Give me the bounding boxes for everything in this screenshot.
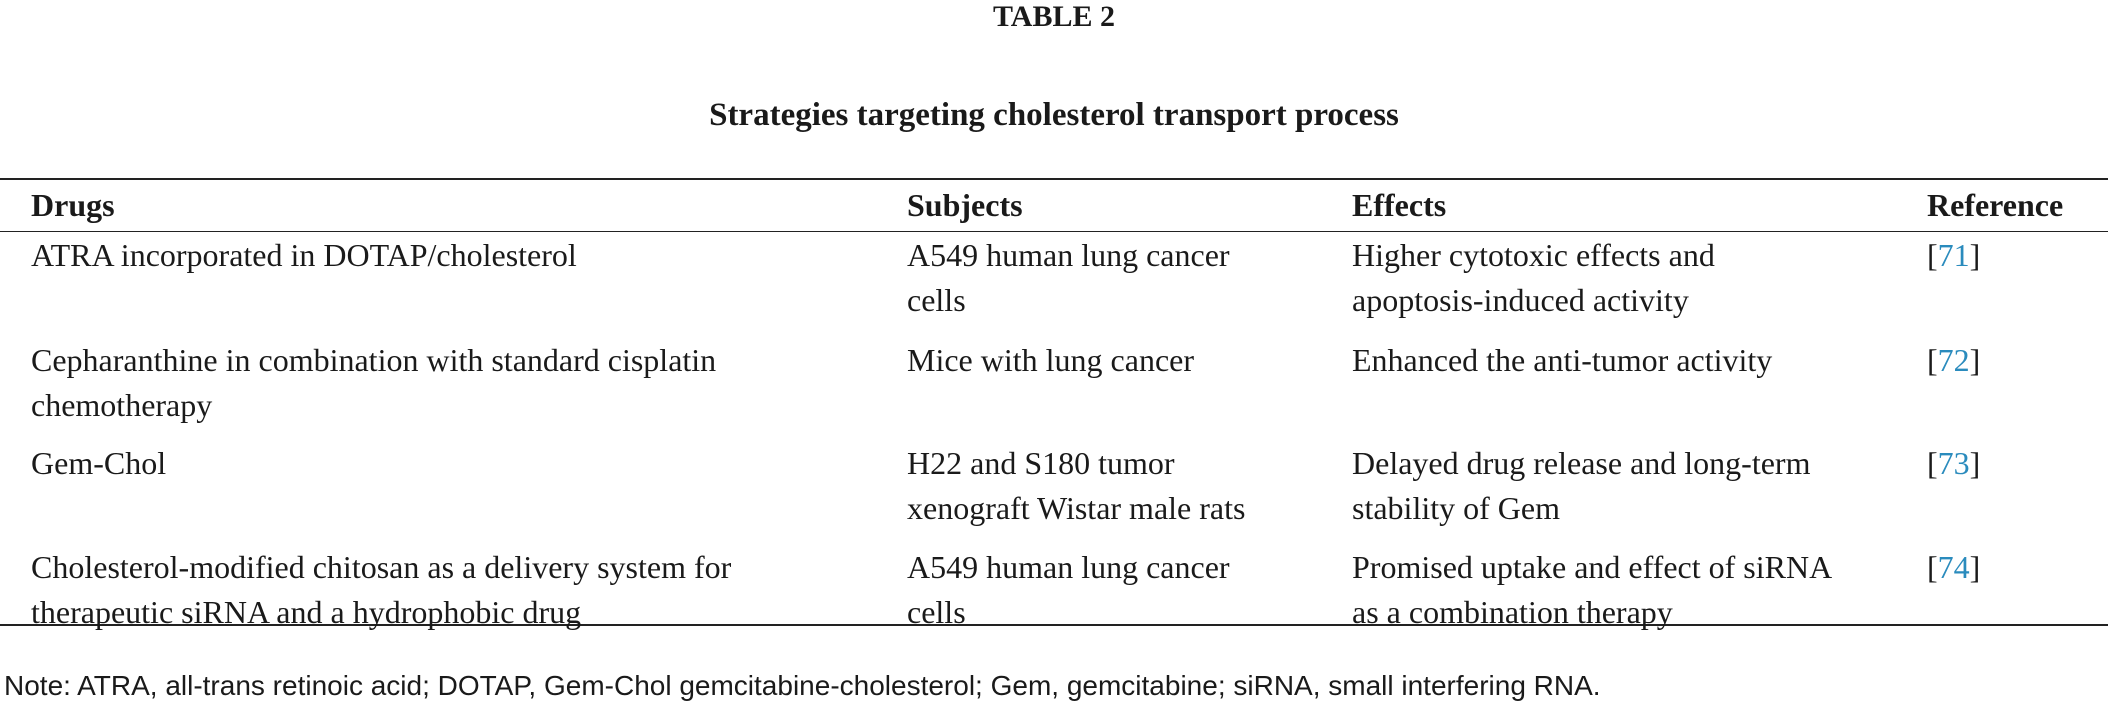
cell-line: stability of Gem (1352, 490, 1560, 526)
drugs-cell: Cepharanthine in combination with standa… (31, 338, 716, 428)
cell-line: Higher cytotoxic effects and (1352, 237, 1715, 273)
cell-line: A549 human lung cancer (907, 549, 1230, 585)
cell-line: Promised uptake and effect of siRNA (1352, 549, 1833, 585)
column-header: Reference (1927, 187, 2064, 223)
cell-line: as a combination therapy (1352, 594, 1673, 630)
cell-line: Cepharanthine in combination with standa… (31, 342, 717, 378)
effects-cell: Promised uptake and effect of siRNA as a … (1352, 545, 1832, 635)
reference-cell: [71] (1927, 237, 1981, 273)
reference-cell: [74] (1927, 549, 1981, 585)
column-header: Drugs (31, 187, 115, 223)
bottom-rule (0, 624, 2108, 626)
effects-cell: Delayed drug release and long-term stabil… (1352, 441, 1810, 531)
top-rule (0, 178, 2108, 180)
drugs-cell: Gem-Chol (31, 441, 166, 486)
effects-cell: Higher cytotoxic effects and apoptosis-in… (1352, 233, 1715, 323)
subjects-cell: H22 and S180 tumor xenograft Wistar male … (907, 441, 1245, 531)
drugs-cell: ATRA incorporated in DOTAP/cholesterol (31, 233, 577, 278)
cell-line: A549 human lung cancer (907, 237, 1230, 273)
header-rule (0, 231, 2108, 232)
table-note: Note: ATRA, all-trans retinoic acid; DOT… (4, 670, 1601, 701)
cell-line: Enhanced the anti-tumor activity (1352, 342, 1773, 378)
column-header: Effects (1352, 187, 1447, 223)
table-title: Strategies targeting cholesterol transpo… (709, 97, 1399, 133)
cell-line: xenograft Wistar male rats (907, 490, 1246, 526)
cell-line: therapeutic siRNA and a hydrophobic drug (31, 594, 582, 630)
subjects-cell: A549 human lung cancer cells (907, 233, 1230, 323)
subjects-cell: Mice with lung cancer (907, 338, 1194, 383)
cell-line: chemotherapy (31, 387, 213, 423)
reference-link[interactable]: 74 (1937, 549, 1970, 585)
reference-link[interactable]: 72 (1937, 342, 1970, 378)
cell-line: apoptosis-induced activity (1352, 282, 1689, 318)
cell-line: Delayed drug release and long-term (1352, 445, 1811, 481)
table-label: TABLE 2 (993, 0, 1115, 33)
cell-line: H22 and S180 tumor (907, 445, 1175, 481)
reference-cell: [72] (1927, 342, 1981, 378)
cell-line: Gem-Chol (31, 445, 167, 481)
column-header: Subjects (907, 187, 1023, 223)
effects-cell: Enhanced the anti-tumor activity (1352, 338, 1772, 383)
cell-line: cells (907, 594, 966, 630)
cell-line: ATRA incorporated in DOTAP/cholesterol (31, 237, 577, 273)
subjects-cell: A549 human lung cancer cells (907, 545, 1230, 635)
reference-link[interactable]: 71 (1937, 237, 1970, 273)
drugs-cell: Cholesterol-modified chitosan as a deliv… (31, 545, 731, 635)
cell-line: Cholesterol-modified chitosan as a deliv… (31, 549, 732, 585)
cell-line: Mice with lung cancer (907, 342, 1194, 378)
reference-cell: [73] (1927, 445, 1981, 481)
reference-link[interactable]: 73 (1937, 445, 1970, 481)
cell-line: cells (907, 282, 966, 318)
